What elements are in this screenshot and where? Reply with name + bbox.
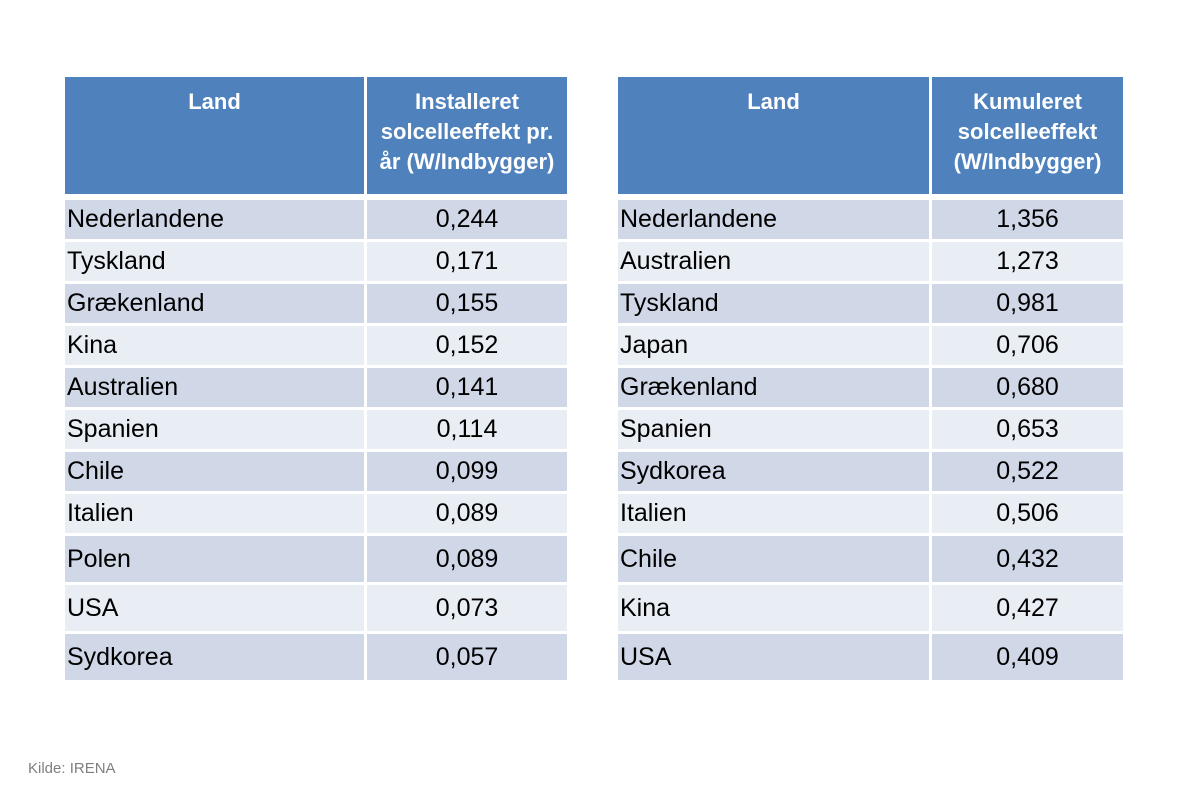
value-cell: 0,432 [932,536,1123,585]
source-note: Kilde: IRENA [28,760,116,777]
country-cell: Chile [618,536,932,585]
table-row: Polen 0,089 [65,536,567,585]
table-row: Grækenland 0,680 [618,368,1123,410]
value-cell: 1,273 [932,242,1123,284]
value-cell: 0,114 [367,410,567,452]
table-row: Grækenland 0,155 [65,284,567,326]
value-cell: 0,171 [367,242,567,284]
country-cell: Kina [65,326,367,368]
value-cell: 0,057 [367,634,567,683]
header-row: Land Kumuleret solcelleeffekt (W/Indbygg… [618,77,1123,200]
table-row: Australien 0,141 [65,368,567,410]
country-cell: Japan [618,326,932,368]
country-cell: Sydkorea [65,634,367,683]
column-header-country: Land [65,77,367,200]
country-cell: Nederlandene [65,200,367,242]
value-cell: 0,099 [367,452,567,494]
country-cell: Sydkorea [618,452,932,494]
value-cell: 0,073 [367,585,567,634]
table-row: Kina 0,152 [65,326,567,368]
value-cell: 0,522 [932,452,1123,494]
column-header-installed: Installeret solcelleeffekt pr. år (W/Ind… [367,77,567,200]
value-cell: 1,356 [932,200,1123,242]
value-cell: 0,680 [932,368,1123,410]
country-cell: Italien [618,494,932,536]
value-cell: 0,653 [932,410,1123,452]
header-row: Land Installeret solcelleeffekt pr. år (… [65,77,567,200]
value-cell: 0,981 [932,284,1123,326]
table-row: Chile 0,432 [618,536,1123,585]
table-row: Italien 0,506 [618,494,1123,536]
value-cell: 0,089 [367,494,567,536]
table-row: Nederlandene 0,244 [65,200,567,242]
value-cell: 0,706 [932,326,1123,368]
value-cell: 0,089 [367,536,567,585]
column-header-country: Land [618,77,932,200]
installed-capacity-table: Land Installeret solcelleeffekt pr. år (… [65,77,567,683]
table-row: Kina 0,427 [618,585,1123,634]
value-cell: 0,155 [367,284,567,326]
table-row: Sydkorea 0,522 [618,452,1123,494]
table-row: Italien 0,089 [65,494,567,536]
country-cell: Spanien [65,410,367,452]
table-row: Chile 0,099 [65,452,567,494]
country-cell: Australien [618,242,932,284]
country-cell: Italien [65,494,367,536]
table-row: Tyskland 0,981 [618,284,1123,326]
table-row: Spanien 0,653 [618,410,1123,452]
table-row: Sydkorea 0,057 [65,634,567,683]
country-cell: Polen [65,536,367,585]
value-cell: 0,427 [932,585,1123,634]
country-cell: Grækenland [618,368,932,410]
cumulative-capacity-table: Land Kumuleret solcelleeffekt (W/Indbygg… [618,77,1123,683]
table-row: USA 0,409 [618,634,1123,683]
country-cell: Australien [65,368,367,410]
value-cell: 0,141 [367,368,567,410]
country-cell: Tyskland [618,284,932,326]
country-cell: Tyskland [65,242,367,284]
country-cell: Grækenland [65,284,367,326]
value-cell: 0,244 [367,200,567,242]
country-cell: Kina [618,585,932,634]
country-cell: Chile [65,452,367,494]
country-cell: USA [618,634,932,683]
table-row: Tyskland 0,171 [65,242,567,284]
table-row: Nederlandene 1,356 [618,200,1123,242]
country-cell: USA [65,585,367,634]
country-cell: Nederlandene [618,200,932,242]
table-row: Japan 0,706 [618,326,1123,368]
table-row: Australien 1,273 [618,242,1123,284]
column-header-cumulative: Kumuleret solcelleeffekt (W/Indbygger) [932,77,1123,200]
value-cell: 0,152 [367,326,567,368]
country-cell: Spanien [618,410,932,452]
table-row: Spanien 0,114 [65,410,567,452]
value-cell: 0,409 [932,634,1123,683]
table-row: USA 0,073 [65,585,567,634]
value-cell: 0,506 [932,494,1123,536]
